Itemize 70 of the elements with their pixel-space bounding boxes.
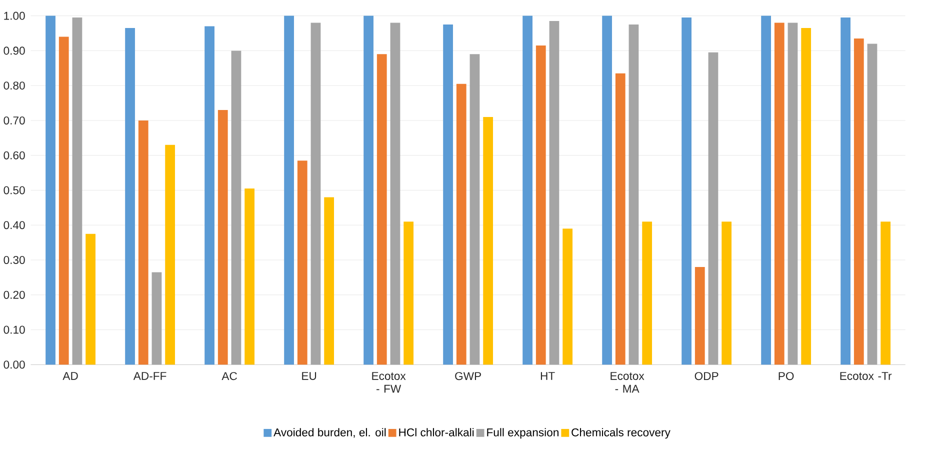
y-tick-label: 1.00: [4, 12, 25, 20]
y-tick-label: 0.20: [4, 291, 25, 300]
x-tick-label: Ecotox - MA: [610, 372, 644, 393]
x-tick-label: AD: [62, 372, 78, 380]
x-tick-label: ODP: [694, 372, 718, 380]
bar: [310, 22, 321, 365]
bar: [615, 74, 626, 365]
bar: [483, 117, 494, 365]
x-tick-label: AD-FF: [133, 372, 166, 380]
bar: [682, 18, 692, 365]
legend-label: Avoided burden, el. oil: [274, 428, 386, 438]
bar: [628, 24, 639, 365]
bar: [125, 28, 135, 365]
y-tick-label: 0.40: [4, 221, 25, 230]
bar: [840, 18, 851, 365]
y-tick-label: 0.00: [4, 360, 25, 369]
bar: [722, 222, 732, 365]
x-tick-label: AC: [222, 372, 237, 380]
bar: [443, 24, 453, 365]
bar: [549, 21, 560, 365]
legend-label: Full expansion: [487, 428, 558, 439]
legend-label: HCl chlor-alkali: [399, 428, 474, 437]
bar: [602, 16, 612, 365]
bar: [788, 22, 798, 365]
y-tick-label: 0.10: [4, 326, 25, 334]
bar: [324, 197, 334, 365]
bar: [456, 84, 466, 365]
x-tick-label: EU: [302, 372, 316, 380]
bar: [138, 120, 148, 365]
y-tick-label: 0.30: [4, 256, 25, 264]
bar: [46, 16, 56, 365]
x-tick-label: PO: [778, 372, 794, 380]
bar: [694, 267, 705, 365]
bar: [231, 50, 242, 365]
bar: [244, 188, 254, 365]
bar: [204, 26, 214, 365]
x-tick-label: Ecotox -Tr: [840, 372, 892, 380]
y-tick-label: 0.50: [4, 186, 25, 194]
bar: [536, 46, 546, 365]
y-tick-label: 0.70: [4, 116, 25, 125]
legend-label: Chemicals recovery: [572, 428, 670, 439]
bar: [880, 222, 891, 365]
bar: [642, 222, 652, 365]
bar: [152, 272, 162, 365]
bar: [284, 16, 294, 365]
bar: [404, 222, 414, 365]
x-tick-label: Ecotox - FW: [372, 372, 406, 393]
x-tick-label: GWP: [455, 372, 481, 380]
bar: [297, 160, 308, 365]
bar: [854, 38, 864, 365]
bar: [801, 28, 812, 365]
x-tick-label: HT: [540, 372, 555, 380]
bar: [774, 22, 784, 365]
bar: [218, 110, 228, 365]
bar: [58, 36, 69, 365]
y-tick-label: 0.90: [4, 46, 25, 55]
bar: [470, 54, 480, 365]
bar: [72, 18, 82, 365]
bar: [390, 22, 400, 365]
bar: [761, 16, 771, 365]
bar: [165, 145, 175, 365]
bar: [86, 234, 96, 365]
y-tick-label: 0.60: [4, 152, 25, 160]
y-tick-label: 0.80: [4, 82, 25, 90]
bar: [867, 44, 878, 365]
bar: [522, 16, 532, 365]
bar: [562, 228, 573, 365]
bar: [376, 54, 387, 365]
bar: [364, 16, 374, 365]
bar: [708, 52, 718, 365]
